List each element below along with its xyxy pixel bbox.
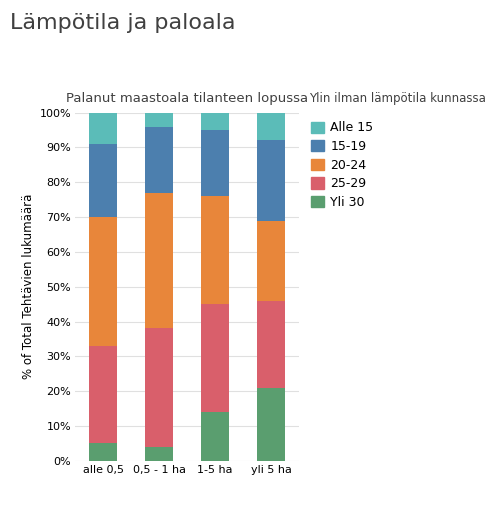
Bar [145, 193, 173, 329]
Bar [89, 217, 117, 346]
Bar [145, 329, 173, 447]
Y-axis label: % of Total Tehtävien lukumäärä: % of Total Tehtävien lukumäärä [22, 194, 35, 379]
Bar [257, 140, 285, 221]
Bar [89, 144, 117, 217]
Bar [89, 443, 117, 461]
Text: Palanut maastoala tilanteen lopussa: Palanut maastoala tilanteen lopussa [66, 92, 308, 105]
Bar [201, 130, 229, 196]
Bar [145, 113, 173, 126]
Bar [201, 113, 229, 130]
Bar [89, 113, 117, 144]
Bar [145, 126, 173, 193]
Text: Lämpötila ja paloala: Lämpötila ja paloala [10, 13, 235, 33]
Text: Ylin ilman lämpötila kunnassa: Ylin ilman lämpötila kunnassa [309, 92, 486, 105]
Bar [257, 221, 285, 301]
Bar [257, 301, 285, 388]
Bar [257, 113, 285, 140]
Bar [257, 388, 285, 461]
Bar [145, 447, 173, 461]
Bar [201, 412, 229, 461]
Legend: Alle 15, 15-19, 20-24, 25-29, Yli 30: Alle 15, 15-19, 20-24, 25-29, Yli 30 [312, 121, 373, 209]
Bar [89, 346, 117, 443]
Bar [201, 304, 229, 412]
Bar [201, 196, 229, 304]
